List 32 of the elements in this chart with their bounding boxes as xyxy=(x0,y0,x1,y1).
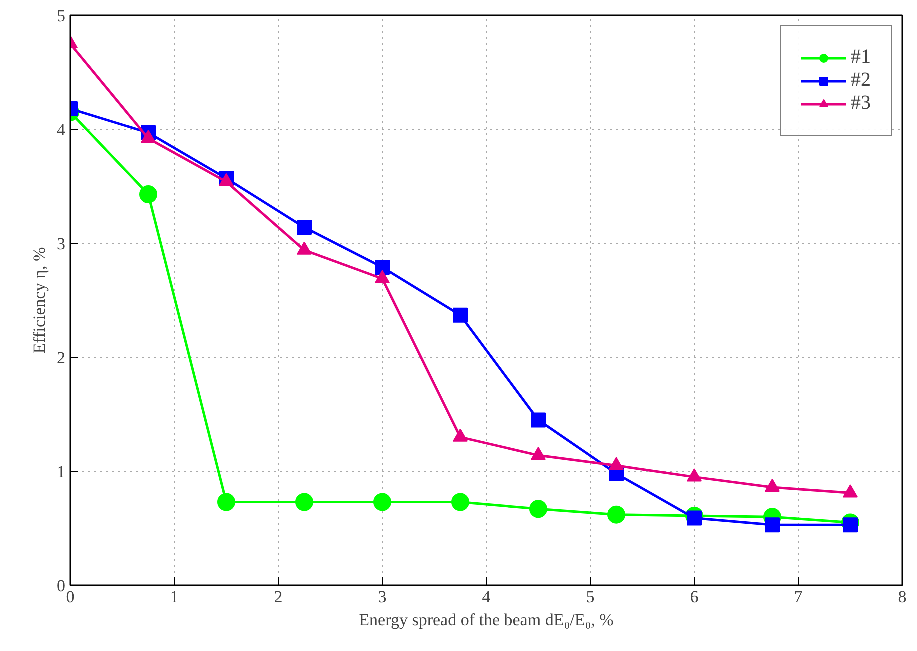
y-axis-title: Efficiency η, % xyxy=(30,247,49,354)
point xyxy=(531,412,546,428)
y-tick-label: 2 xyxy=(57,348,66,368)
x-tick-label: 1 xyxy=(170,588,179,606)
x-tick-label: 2 xyxy=(274,588,283,606)
y-tick-label: 5 xyxy=(57,6,66,26)
point xyxy=(608,506,626,524)
y-tick-label: 4 xyxy=(57,120,66,140)
x-tick-label: 4 xyxy=(482,588,492,606)
y-tick-label: 1 xyxy=(57,462,66,482)
point xyxy=(530,500,548,518)
x-tick-label: 6 xyxy=(690,588,699,606)
point xyxy=(375,260,390,275)
point xyxy=(765,518,780,533)
legend-label: #2 xyxy=(851,69,871,92)
point xyxy=(843,518,858,533)
point xyxy=(453,308,468,323)
point xyxy=(687,510,702,526)
legend-label: #3 xyxy=(851,92,871,115)
x-tick-label: 7 xyxy=(794,588,804,606)
y-tick-label: 3 xyxy=(57,234,66,254)
legend-label: #1 xyxy=(851,46,871,69)
x-tick-label: 3 xyxy=(378,588,387,606)
x-axis-title: Energy spread of the beam dE₀/E₀, % xyxy=(359,610,614,630)
point xyxy=(140,185,158,204)
point xyxy=(297,220,312,236)
point xyxy=(296,493,314,512)
point xyxy=(452,493,470,512)
x-tick-label: 8 xyxy=(898,588,907,606)
x-tick-label: 5 xyxy=(586,588,595,606)
point xyxy=(374,493,392,512)
point xyxy=(218,493,236,512)
